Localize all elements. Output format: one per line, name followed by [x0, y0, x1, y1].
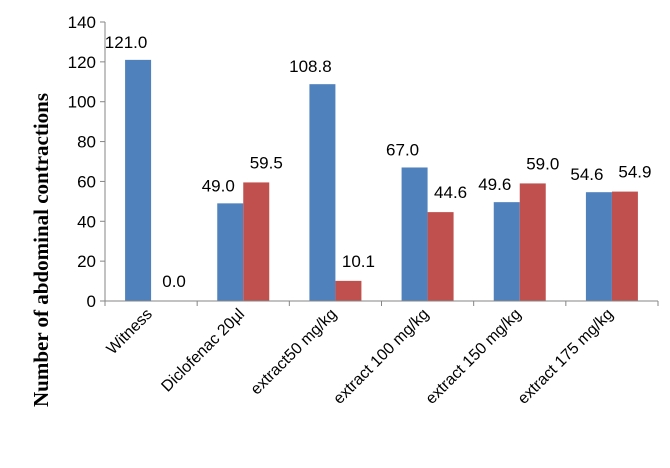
- category-label: extract 175 mg/kg: [515, 306, 617, 408]
- bar-series1-2: [309, 84, 336, 301]
- data-label-series2-4: 59.0: [526, 154, 559, 173]
- bar-series2-3: [427, 212, 454, 301]
- y-tick-label: 0: [87, 292, 96, 311]
- data-label-series1-4: 49.6: [478, 175, 511, 194]
- bar-series1-1: [217, 203, 244, 301]
- y-tick-label: 40: [77, 212, 96, 231]
- data-label-series1-1: 49.0: [202, 176, 235, 195]
- data-label-series2-2: 10.1: [342, 252, 375, 271]
- bar-series1-4: [493, 202, 520, 301]
- data-label-series1-5: 54.6: [570, 165, 603, 184]
- category-label: Witness: [104, 306, 156, 358]
- bar-series2-1: [243, 182, 270, 301]
- y-tick-label: 100: [68, 93, 96, 112]
- data-label-series1-2: 108.8: [289, 57, 332, 76]
- category-label: extract 100 mg/kg: [330, 306, 432, 408]
- y-axis-label: Number of abdominal contractions: [29, 93, 53, 407]
- category-label: extract50 mg/kg: [248, 306, 341, 399]
- y-tick-label: 80: [77, 133, 96, 152]
- y-tick-label: 60: [77, 172, 96, 191]
- bar-series2-5: [611, 191, 638, 301]
- y-tick-label: 20: [77, 252, 96, 271]
- data-label-series2-1: 59.5: [250, 153, 283, 172]
- bar-series2-4: [519, 183, 546, 301]
- bar-series2-2: [335, 280, 362, 301]
- data-label-series2-3: 44.6: [434, 183, 467, 202]
- data-label-series1-0: 121.0: [105, 33, 148, 52]
- bar-series1-0: [125, 59, 152, 301]
- category-label: extract 150 mg/kg: [423, 306, 525, 408]
- y-tick-label: 120: [68, 53, 96, 72]
- category-label: Diclofenac 20µl: [158, 306, 248, 396]
- bar-series1-5: [585, 192, 612, 301]
- y-tick-label: 140: [68, 13, 96, 32]
- data-label-series1-3: 67.0: [386, 140, 419, 159]
- data-label-series2-5: 54.9: [618, 163, 651, 182]
- bar-series1-3: [401, 167, 428, 301]
- data-label-series2-0: 0.0: [162, 272, 186, 291]
